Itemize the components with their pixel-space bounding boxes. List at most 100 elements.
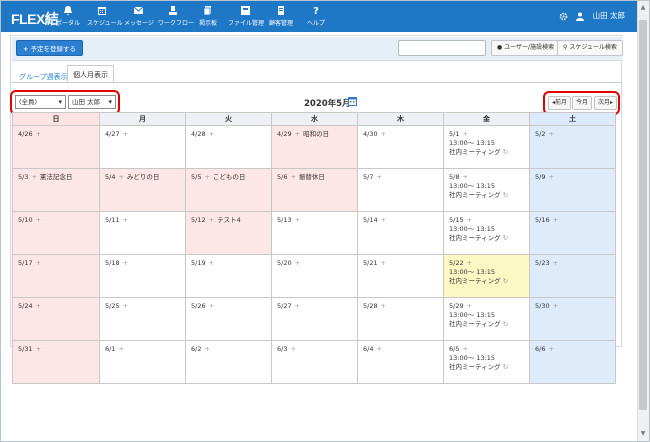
calendar-day-cell[interactable]: 6/5 +13:00～ 13:15 社内ミーティング ↻	[443, 340, 530, 384]
day-date[interactable]: 5/11	[105, 216, 120, 224]
add-event-icon[interactable]: +	[35, 302, 42, 310]
nav-schedule[interactable]: スケジュール	[87, 5, 123, 31]
day-date[interactable]: 4/30	[363, 130, 378, 138]
add-event-icon[interactable]: +	[35, 216, 42, 224]
add-event-icon[interactable]: +	[208, 130, 215, 138]
nav-board[interactable]: 掲示板	[196, 5, 220, 31]
calendar-day-cell[interactable]: 5/3 + 憲法記念日	[12, 168, 100, 212]
day-date[interactable]: 5/10	[18, 216, 33, 224]
day-date[interactable]: 5/14	[363, 216, 378, 224]
app-logo[interactable]: FLEX結	[11, 11, 59, 27]
calendar-day-cell[interactable]: 5/7 +	[357, 168, 444, 212]
calendar-day-cell[interactable]: 5/25 +	[99, 297, 186, 341]
calendar-day-cell[interactable]: 4/30 +	[357, 125, 444, 169]
scroll-up-icon[interactable]: ▲	[640, 4, 646, 11]
day-date[interactable]: 5/8	[449, 173, 460, 181]
add-event-icon[interactable]: +	[290, 345, 296, 353]
add-event-icon[interactable]: +	[31, 173, 37, 181]
calendar-day-cell[interactable]: 5/20 +	[271, 254, 358, 298]
event-time[interactable]: 13:00～ 13:15	[449, 225, 496, 233]
day-date[interactable]: 6/5	[449, 345, 460, 353]
calendar-day-cell[interactable]: 5/10 +	[12, 211, 100, 255]
add-event-icon[interactable]: +	[208, 259, 215, 267]
add-event-icon[interactable]: +	[35, 130, 42, 138]
day-date[interactable]: 5/31	[18, 345, 33, 353]
day-date[interactable]: 6/6	[535, 345, 546, 353]
calendar-day-cell[interactable]: 5/5 + こどもの日	[185, 168, 272, 212]
day-date[interactable]: 5/16	[535, 216, 550, 224]
calendar-day-cell[interactable]: 5/28 +	[357, 297, 444, 341]
add-event-icon[interactable]: +	[552, 216, 559, 224]
add-event-icon[interactable]: +	[380, 216, 387, 224]
calendar-day-cell[interactable]: 5/19 +	[185, 254, 272, 298]
scroll-thumb[interactable]	[639, 20, 647, 410]
calendar-day-cell[interactable]: 5/14 +	[357, 211, 444, 255]
this-month-button[interactable]: 今月	[572, 96, 593, 110]
calendar-day-cell[interactable]: 4/27 +	[99, 125, 186, 169]
calendar-day-cell[interactable]: 5/29 +13:00～ 13:15 社内ミーティング ↻	[443, 297, 530, 341]
nav-file[interactable]: ファイル管理	[228, 5, 264, 31]
add-event-icon[interactable]: +	[552, 302, 559, 310]
user-select[interactable]: 山田 太郎 ▾	[68, 95, 116, 109]
add-event-icon[interactable]: +	[376, 345, 382, 353]
event-title[interactable]: 社内ミーティング ↻	[449, 191, 526, 200]
day-date[interactable]: 5/19	[191, 259, 206, 267]
calendar-day-cell[interactable]: 4/28 +	[185, 125, 272, 169]
add-event-icon[interactable]: +	[466, 259, 473, 267]
day-date[interactable]: 5/26	[191, 302, 206, 310]
search-input[interactable]	[398, 40, 486, 56]
event-title[interactable]: 社内ミーティング ↻	[449, 234, 526, 243]
event-title[interactable]: 社内ミーティング ↻	[449, 363, 526, 372]
calendar-day-cell[interactable]: 5/21 +	[357, 254, 444, 298]
calendar-day-cell[interactable]: 6/1 +	[99, 340, 186, 384]
day-date[interactable]: 5/28	[363, 302, 378, 310]
add-event-icon[interactable]: +	[548, 130, 554, 138]
add-event-icon[interactable]: +	[294, 216, 301, 224]
add-event-icon[interactable]: +	[380, 130, 387, 138]
day-date[interactable]: 4/28	[191, 130, 206, 138]
day-date[interactable]: 5/5	[191, 173, 202, 181]
add-event-icon[interactable]: +	[118, 173, 124, 181]
add-event-icon[interactable]: +	[290, 173, 296, 181]
calendar-day-cell[interactable]: 5/18 +	[99, 254, 186, 298]
calendar-day-cell[interactable]: 5/16 +	[529, 211, 616, 255]
calendar-day-cell[interactable]: 5/9 +	[529, 168, 616, 212]
add-event-icon[interactable]: +	[118, 345, 124, 353]
calendar-day-cell[interactable]: 5/23 +	[529, 254, 616, 298]
add-event-icon[interactable]: +	[294, 302, 301, 310]
day-date[interactable]: 5/29	[449, 302, 464, 310]
add-event-icon[interactable]: +	[35, 259, 42, 267]
calendar-day-cell[interactable]: 5/13 +	[271, 211, 358, 255]
event-time[interactable]: 13:00～ 13:15	[449, 268, 496, 276]
add-event-icon[interactable]: +	[380, 259, 387, 267]
calendar-day-cell[interactable]: 6/4 +	[357, 340, 444, 384]
calendar-day-cell[interactable]: 5/12 + テスト4	[185, 211, 272, 255]
calendar-day-cell[interactable]: 6/3 +	[271, 340, 358, 384]
add-event-icon[interactable]: +	[462, 173, 468, 181]
event-title[interactable]: 社内ミーティング ↻	[449, 148, 526, 157]
calendar-day-cell[interactable]: 4/29 + 昭和の日	[271, 125, 358, 169]
day-date[interactable]: 5/22	[449, 259, 464, 267]
event-time[interactable]: 13:00～ 13:15	[449, 182, 496, 190]
day-date[interactable]: 4/27	[105, 130, 120, 138]
add-event-icon[interactable]: +	[122, 216, 129, 224]
day-date[interactable]: 5/1	[449, 130, 460, 138]
nav-portal[interactable]: ポータル	[56, 5, 80, 31]
add-event-icon[interactable]: +	[122, 259, 129, 267]
add-event-icon[interactable]: +	[294, 259, 301, 267]
day-date[interactable]: 5/12	[191, 216, 206, 224]
add-event-icon[interactable]: +	[204, 345, 210, 353]
schedule-search-button[interactable]: ⚲ スケジュール検索	[557, 40, 623, 56]
add-event-icon[interactable]: +	[548, 173, 554, 181]
gear-icon[interactable]	[559, 12, 568, 21]
add-event-icon[interactable]: +	[208, 216, 215, 224]
tab-personal-monthly[interactable]: 個人月表示	[67, 65, 114, 83]
user-facility-search-button[interactable]: ● ユーザー/施設検索	[491, 40, 561, 56]
add-event-icon[interactable]: +	[35, 345, 42, 353]
calendar-day-cell[interactable]: 5/31 +	[12, 340, 100, 384]
nav-message[interactable]: メッセージ	[124, 5, 154, 31]
tab-group-weekly[interactable]: グループ週表示	[19, 73, 68, 81]
group-select[interactable]: (全員) ▾	[15, 95, 66, 109]
nav-workflow[interactable]: ワークフロー	[158, 5, 194, 31]
event-time[interactable]: 13:00～ 13:15	[449, 311, 496, 319]
